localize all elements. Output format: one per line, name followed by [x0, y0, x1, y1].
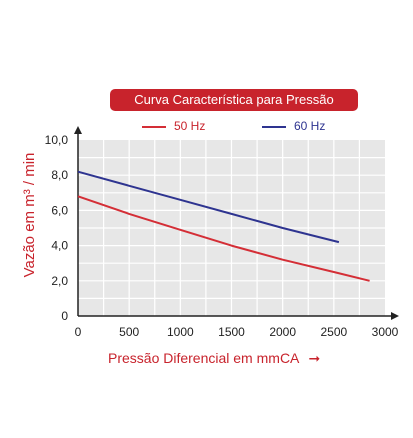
y-axis-arrow-icon	[74, 126, 82, 134]
legend-swatch-60hz	[262, 125, 286, 128]
y-tick-label: 2,0	[51, 274, 68, 288]
x-axis-label: Pressão Diferencial em mmCA	[108, 350, 299, 366]
x-tick-label: 1000	[167, 325, 194, 339]
axes	[74, 126, 399, 320]
chart-title: Curva Característica para Pressão	[110, 89, 358, 111]
x-axis-label-row: Pressão Diferencial em mmCA ➞	[108, 348, 320, 368]
y-tick-label: 4,0	[51, 239, 68, 253]
x-tick-label: 2500	[320, 325, 347, 339]
y-tick-label: 0	[61, 309, 68, 323]
x-tick-label: 1500	[218, 325, 245, 339]
series-line-50hz	[77, 195, 370, 282]
legend-item-60hz: 60 Hz	[262, 118, 325, 134]
legend-swatch-50hz	[142, 125, 166, 128]
series-line-60hz	[77, 170, 340, 244]
legend-label-50hz: 50 Hz	[174, 119, 206, 133]
y-tick-label: 8,0	[51, 168, 68, 182]
series-lines	[77, 170, 370, 282]
legend-item-50hz: 50 Hz	[142, 118, 205, 134]
x-tick-label: 3000	[372, 325, 399, 339]
arrow-right-icon: ➞	[308, 350, 321, 366]
x-axis-arrow-icon	[391, 312, 399, 320]
x-tick-label: 500	[119, 325, 139, 339]
x-tick-label: 0	[75, 325, 82, 339]
legend-label-60hz: 60 Hz	[294, 119, 326, 133]
tick-labels: 0 500 1000 1500 2000 2500 3000 0 2,0 4,0 6,0 8,0 10,…	[45, 133, 399, 339]
y-tick-label: 6,0	[51, 203, 68, 217]
x-tick-label: 2000	[269, 325, 296, 339]
grid	[78, 140, 385, 316]
y-tick-label: 10,0	[45, 133, 69, 147]
